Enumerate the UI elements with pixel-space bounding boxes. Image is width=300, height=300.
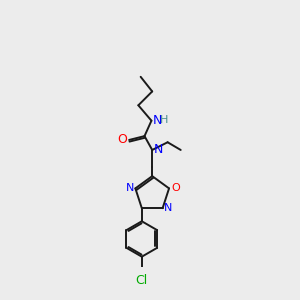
Text: N: N: [153, 114, 162, 127]
Text: O: O: [171, 183, 180, 193]
Text: Cl: Cl: [136, 274, 148, 286]
Text: O: O: [117, 134, 127, 146]
Text: N: N: [154, 143, 163, 157]
Text: H: H: [160, 115, 168, 125]
Text: N: N: [125, 183, 134, 194]
Text: N: N: [164, 203, 172, 213]
